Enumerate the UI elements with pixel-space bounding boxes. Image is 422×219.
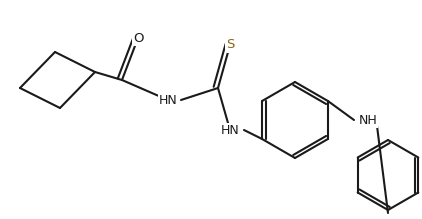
Text: NH: NH	[359, 113, 377, 127]
Text: HN: HN	[221, 124, 239, 136]
Text: O: O	[133, 32, 143, 44]
Text: S: S	[226, 39, 234, 51]
Text: HN: HN	[159, 94, 177, 106]
